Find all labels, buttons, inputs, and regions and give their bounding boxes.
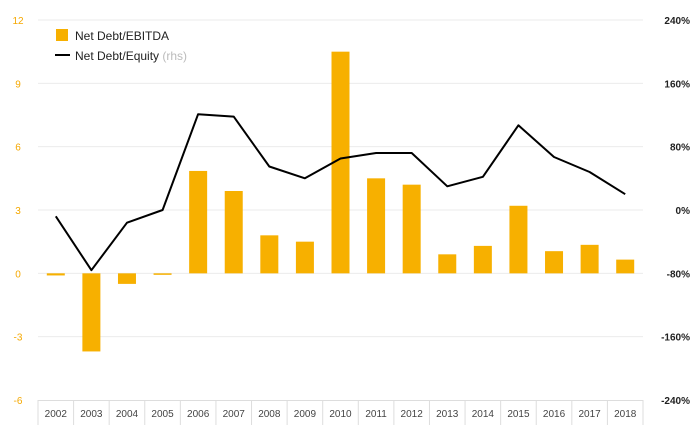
x-tick-label: 2011 <box>365 409 387 420</box>
right-tick-label: -160% <box>661 333 690 344</box>
bar-2008 <box>260 235 279 274</box>
bar-2009 <box>295 241 314 274</box>
bar-2007 <box>224 191 243 274</box>
right-axis: -240% -160% -80% 0% 80% 160% 240% <box>661 16 690 407</box>
bar-2012 <box>402 184 421 274</box>
bar-2003 <box>82 273 101 352</box>
x-tick-label: 2006 <box>187 409 210 420</box>
bar-2002 <box>46 273 65 276</box>
right-tick-label: 160% <box>664 79 690 90</box>
x-tick-label: 2015 <box>507 409 530 420</box>
left-tick-label: 9 <box>15 79 21 90</box>
x-axis: 2002 2003 2004 2005 2006 2007 2008 2009 2010 2011… <box>45 409 637 420</box>
bar-2004 <box>117 273 136 284</box>
right-tick-label: 240% <box>664 16 690 27</box>
x-tick-label: 2012 <box>401 409 424 420</box>
legend-swatch-net-debt-ebitda <box>56 29 68 41</box>
left-tick-label: 0 <box>15 269 21 280</box>
bar-2014 <box>473 245 492 274</box>
x-tick-label: 2005 <box>151 409 174 420</box>
x-tick-label: 2017 <box>578 409 601 420</box>
bar-2017 <box>580 244 599 274</box>
legend-label-net-debt-equity-suffix: (rhs) <box>162 49 187 63</box>
bar-2018 <box>616 259 635 274</box>
legend-label-net-debt-equity: Net Debt/Equity (rhs) <box>75 49 187 63</box>
legend-label-net-debt-equity-main: Net Debt/Equity <box>75 49 159 63</box>
bar-2013 <box>438 254 457 274</box>
x-tick-label: 2009 <box>294 409 317 420</box>
legend: Net Debt/EBITDA Net Debt/Equity (rhs) <box>55 29 187 63</box>
bar-2015 <box>509 205 528 274</box>
left-tick-label: 6 <box>15 143 21 154</box>
bar-2005 <box>153 273 172 275</box>
bar-2010 <box>331 51 350 274</box>
x-tick-label: 2008 <box>258 409 281 420</box>
line-series <box>54 113 626 272</box>
x-tick-label: 2004 <box>116 409 139 420</box>
left-tick-label: 12 <box>12 16 24 27</box>
x-tick-label: 2018 <box>614 409 637 420</box>
x-tick-label: 2007 <box>223 409 246 420</box>
bar-2011 <box>367 178 386 274</box>
left-tick-label: 3 <box>15 206 21 217</box>
x-tick-label: 2002 <box>45 409 68 420</box>
right-tick-label: -240% <box>661 396 690 407</box>
x-tick-label: 2014 <box>472 409 495 420</box>
legend-label-net-debt-ebitda: Net Debt/EBITDA <box>75 29 169 43</box>
left-tick-label: -3 <box>14 333 23 344</box>
bar-series <box>46 51 635 352</box>
x-axis-tick-marks <box>37 400 644 425</box>
x-tick-label: 2010 <box>329 409 352 420</box>
bar-2006 <box>189 170 208 274</box>
x-tick-label: 2016 <box>543 409 566 420</box>
x-tick-label: 2003 <box>80 409 103 420</box>
line-net-debt-equity <box>54 113 626 272</box>
left-tick-label: -6 <box>14 396 23 407</box>
right-tick-label: 0% <box>676 206 691 217</box>
right-tick-label: 80% <box>670 143 690 154</box>
left-axis: -6 -3 0 3 6 9 12 <box>12 16 24 407</box>
x-tick-label: 2013 <box>436 409 459 420</box>
right-tick-label: -80% <box>667 269 690 280</box>
bar-2016 <box>545 251 564 274</box>
